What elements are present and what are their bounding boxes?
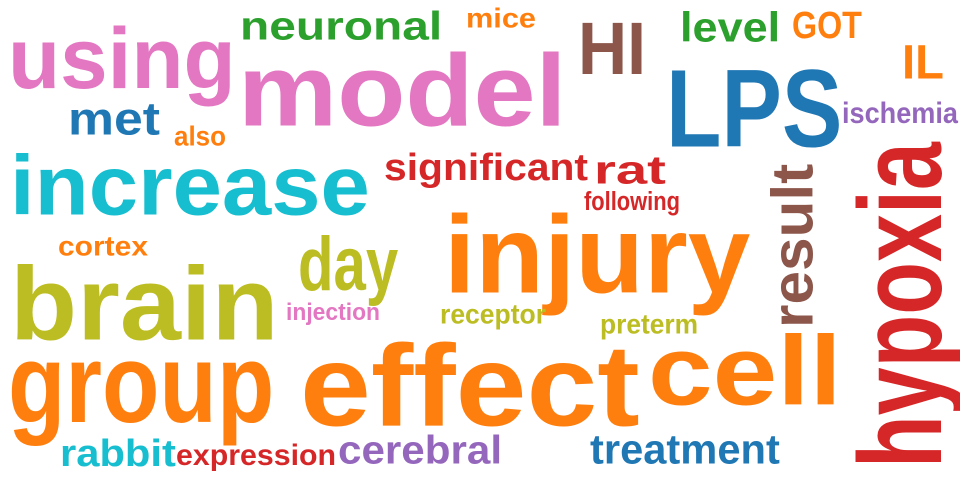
word-got: GOT: [792, 3, 862, 47]
word-result: result: [760, 163, 826, 328]
word-expression: expression: [176, 438, 337, 472]
word-cell: cell: [648, 316, 842, 426]
word-increase: increase: [10, 138, 370, 234]
word-also: also: [174, 120, 227, 152]
word-group: group: [8, 321, 275, 447]
word-neuronal: neuronal: [240, 3, 443, 49]
word-rabbit: rabbit: [60, 431, 176, 475]
word-ischemia: ischemia: [842, 96, 959, 130]
word-cerebral: cerebral: [338, 427, 503, 473]
word-following: following: [584, 186, 680, 216]
word-lps: LPS: [666, 47, 843, 171]
word-preterm: preterm: [600, 308, 699, 340]
word-brain: brain: [10, 245, 279, 363]
word-using: using: [8, 10, 236, 108]
word-injection: injection: [286, 298, 381, 326]
word-level: level: [680, 3, 781, 51]
word-il: IL: [902, 35, 944, 89]
word-cortex: cortex: [58, 230, 149, 262]
word-significant: significant: [384, 145, 589, 189]
word-receptor: receptor: [440, 298, 547, 330]
word-met: met: [68, 93, 160, 145]
word-injury: injury: [444, 193, 751, 317]
word-rat: rat: [594, 147, 666, 193]
word-day: day: [298, 221, 399, 307]
word-effect: effect: [300, 321, 640, 451]
word-model: model: [238, 33, 567, 149]
word-mice: mice: [466, 2, 536, 34]
word-hi: HI: [578, 7, 646, 91]
word-hypoxia: hypoxia: [834, 142, 960, 468]
word-treatment: treatment: [590, 425, 780, 473]
